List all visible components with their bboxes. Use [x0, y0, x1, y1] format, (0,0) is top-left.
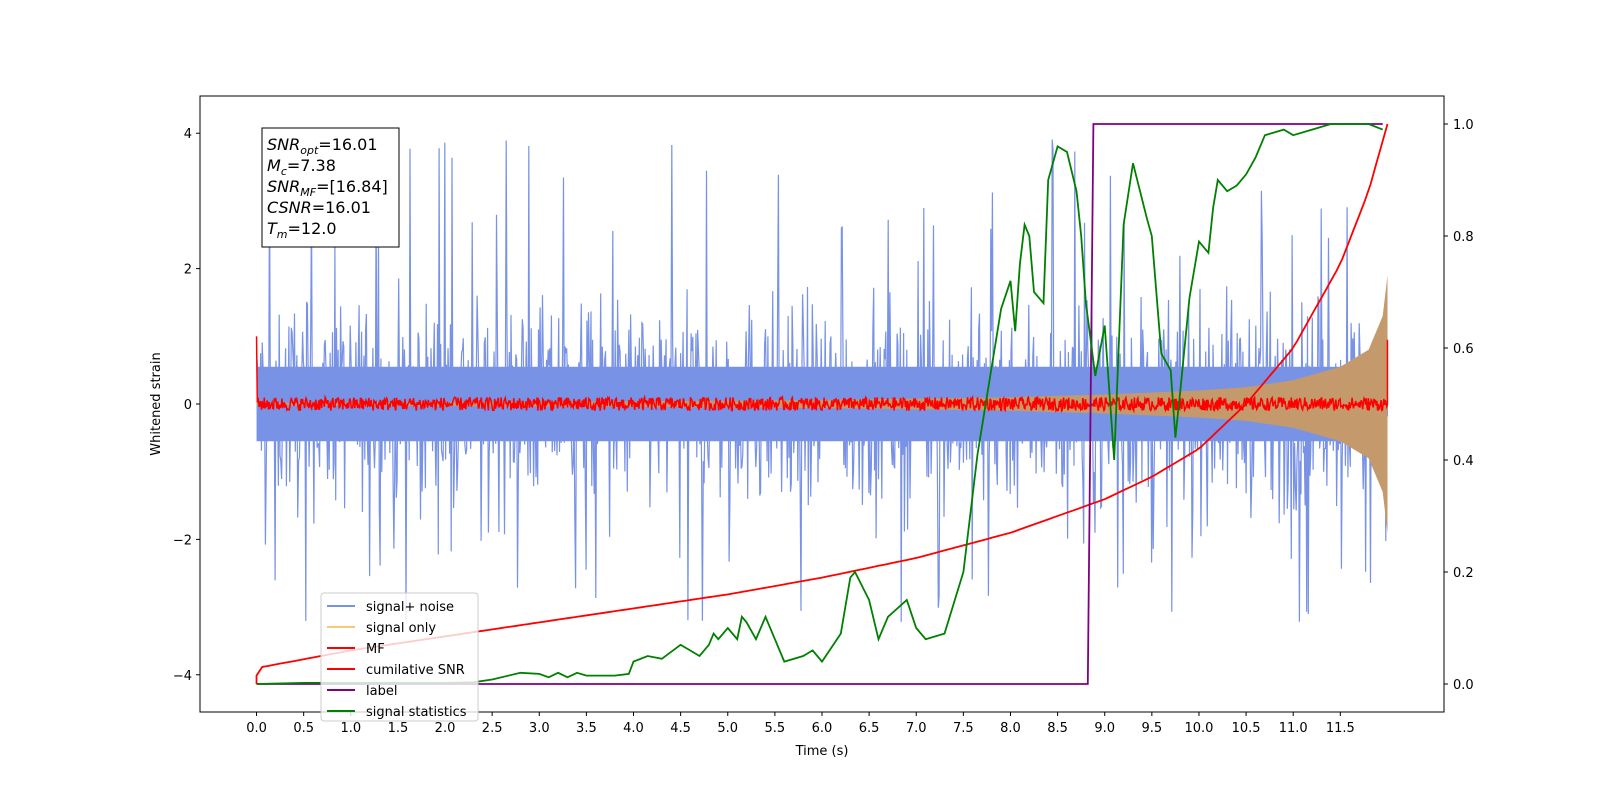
info-line: CSNR=16.01 [267, 198, 371, 217]
legend-label: label [366, 684, 397, 699]
x-tick-label: 10.0 [1184, 721, 1213, 736]
signal-statistics-line [256, 123, 1384, 685]
x-tick-label: 5.0 [717, 721, 738, 736]
x-tick-label: 3.0 [529, 721, 550, 736]
legend-label: MF [366, 642, 385, 657]
x-tick-label: 11.0 [1279, 721, 1308, 736]
x-tick-label: 2.0 [435, 721, 456, 736]
x-tick-label: 7.5 [953, 721, 974, 736]
stats-info-box: SNRopt=16.01Mc=7.38SNRMF=[16.84]CSNR=16.… [261, 127, 400, 248]
legend-frame [320, 592, 479, 722]
label-line [256, 123, 1383, 685]
mf-line [255, 336, 1389, 414]
x-tick-label: 0.5 [293, 721, 314, 736]
x-tick-label: 6.0 [812, 721, 833, 736]
x-tick-label: 4.5 [670, 721, 691, 736]
info-box-frame [261, 127, 400, 248]
x-tick-label: 5.5 [765, 721, 786, 736]
x-tick-label: 1.5 [388, 721, 409, 736]
y-axis-left: −4 −2 0 2 4 [173, 127, 200, 684]
x-tick-label: 9.5 [1142, 721, 1163, 736]
legend: signal+ noise signal only MF cumilative SNR… [320, 592, 479, 722]
info-line: Mc=7.38 [267, 156, 336, 178]
x-tick-label: 8.0 [1000, 721, 1021, 736]
x-tick-label: 3.5 [576, 721, 597, 736]
signal-only-envelope [256, 275, 1388, 533]
y-right-tick-label: 0.6 [1453, 342, 1474, 357]
x-tick-label: 6.5 [859, 721, 880, 736]
x-tick-label: 4.0 [623, 721, 644, 736]
y-axis-label: Whitened strain [149, 352, 164, 455]
x-axis: 0.0 0.5 1.0 1.5 2.0 2.5 3.0 3.5 4.0 4.5 5.0 5.5 6.0 6… [246, 712, 1355, 736]
y-tick-label: 2 [184, 263, 192, 278]
y-right-tick-label: 1.0 [1453, 118, 1474, 133]
x-tick-label: 7.0 [906, 721, 927, 736]
info-line: Tm=12.0 [267, 219, 337, 241]
series-layer [255, 123, 1389, 685]
y-tick-label: −2 [173, 533, 192, 548]
y-right-tick-label: 0.2 [1453, 566, 1474, 581]
y-tick-label: −4 [173, 669, 192, 684]
legend-label: signal+ noise [366, 600, 454, 615]
info-line: SNRopt=16.01 [267, 135, 378, 157]
legend-label: signal statistics [366, 705, 467, 720]
y-axis-right: 0.0 0.2 0.4 0.6 0.8 1.0 [1444, 118, 1474, 693]
x-tick-label: 11.5 [1326, 721, 1355, 736]
y-tick-label: 0 [184, 398, 192, 413]
x-tick-label: 8.5 [1047, 721, 1068, 736]
info-line: SNRMF=[16.84] [267, 177, 388, 199]
legend-label: cumilative SNR [366, 663, 465, 678]
x-axis-label: Time (s) [795, 744, 849, 759]
x-tick-label: 2.5 [482, 721, 503, 736]
x-tick-label: 1.0 [340, 721, 361, 736]
x-tick-label: 10.5 [1232, 721, 1261, 736]
y-right-tick-label: 0.4 [1453, 454, 1474, 469]
y-right-tick-label: 0.0 [1453, 678, 1474, 693]
y-right-tick-label: 0.8 [1453, 230, 1474, 245]
legend-label: signal only [366, 621, 436, 636]
x-tick-label: 0.0 [246, 721, 267, 736]
x-tick-label: 9.0 [1094, 721, 1115, 736]
y-tick-label: 4 [184, 127, 192, 142]
